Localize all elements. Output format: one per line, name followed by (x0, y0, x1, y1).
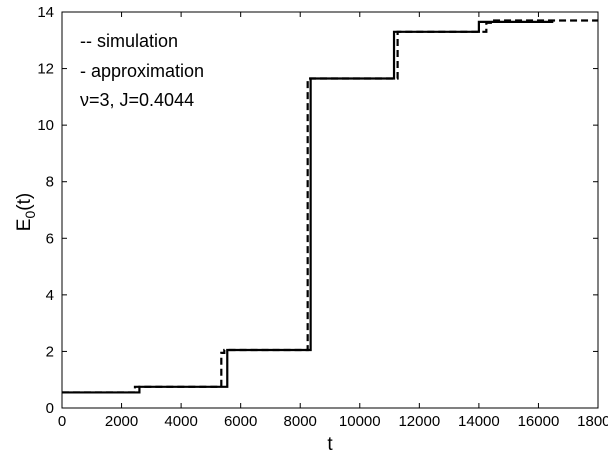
y-axis-label-text: E0(t) (14, 193, 38, 231)
x-tick-label: 2000 (105, 413, 138, 430)
x-tick-label: 12000 (398, 413, 440, 430)
x-tick-label: 4000 (164, 413, 197, 430)
x-tick-label: 0 (58, 413, 66, 430)
y-tick-label: 6 (46, 230, 54, 247)
x-tick-label: 10000 (339, 413, 381, 430)
legend: -- simulation - approximation ν=3, J=0.4… (80, 31, 204, 110)
y-axis-label: E0(t) (14, 193, 38, 231)
y-tick-label: 0 (46, 400, 54, 417)
x-axis-label: t (327, 434, 333, 455)
x-tick-label: 14000 (458, 413, 500, 430)
legend-simulation: -- simulation (80, 31, 178, 51)
y-tick-label: 14 (37, 4, 54, 21)
chart-annotation: ν=3, J=0.4044 (80, 90, 194, 110)
x-tick-label: 6000 (224, 413, 257, 430)
x-tick-label: 16000 (518, 413, 560, 430)
y-axis-label-rest: (t) (14, 193, 35, 211)
series-layer (62, 19, 598, 394)
x-axis-ticks: 0 2000 4000 6000 8000 10000 12000 14000 16000 180… (58, 12, 608, 430)
y-tick-label: 10 (37, 117, 54, 134)
y-tick-label: 8 (46, 174, 54, 191)
y-axis-label-main: E (14, 219, 35, 232)
y-tick-label: 12 (37, 61, 54, 78)
y-axis-ticks: 0 2 4 6 8 10 12 14 (37, 4, 598, 417)
legend-approximation: - approximation (80, 61, 204, 81)
series-line-approximation (62, 20, 554, 394)
y-tick-label: 2 (46, 343, 54, 360)
y-tick-label: 4 (46, 287, 54, 304)
x-tick-label: 8000 (284, 413, 317, 430)
y-axis-label-subscript: 0 (22, 211, 38, 219)
